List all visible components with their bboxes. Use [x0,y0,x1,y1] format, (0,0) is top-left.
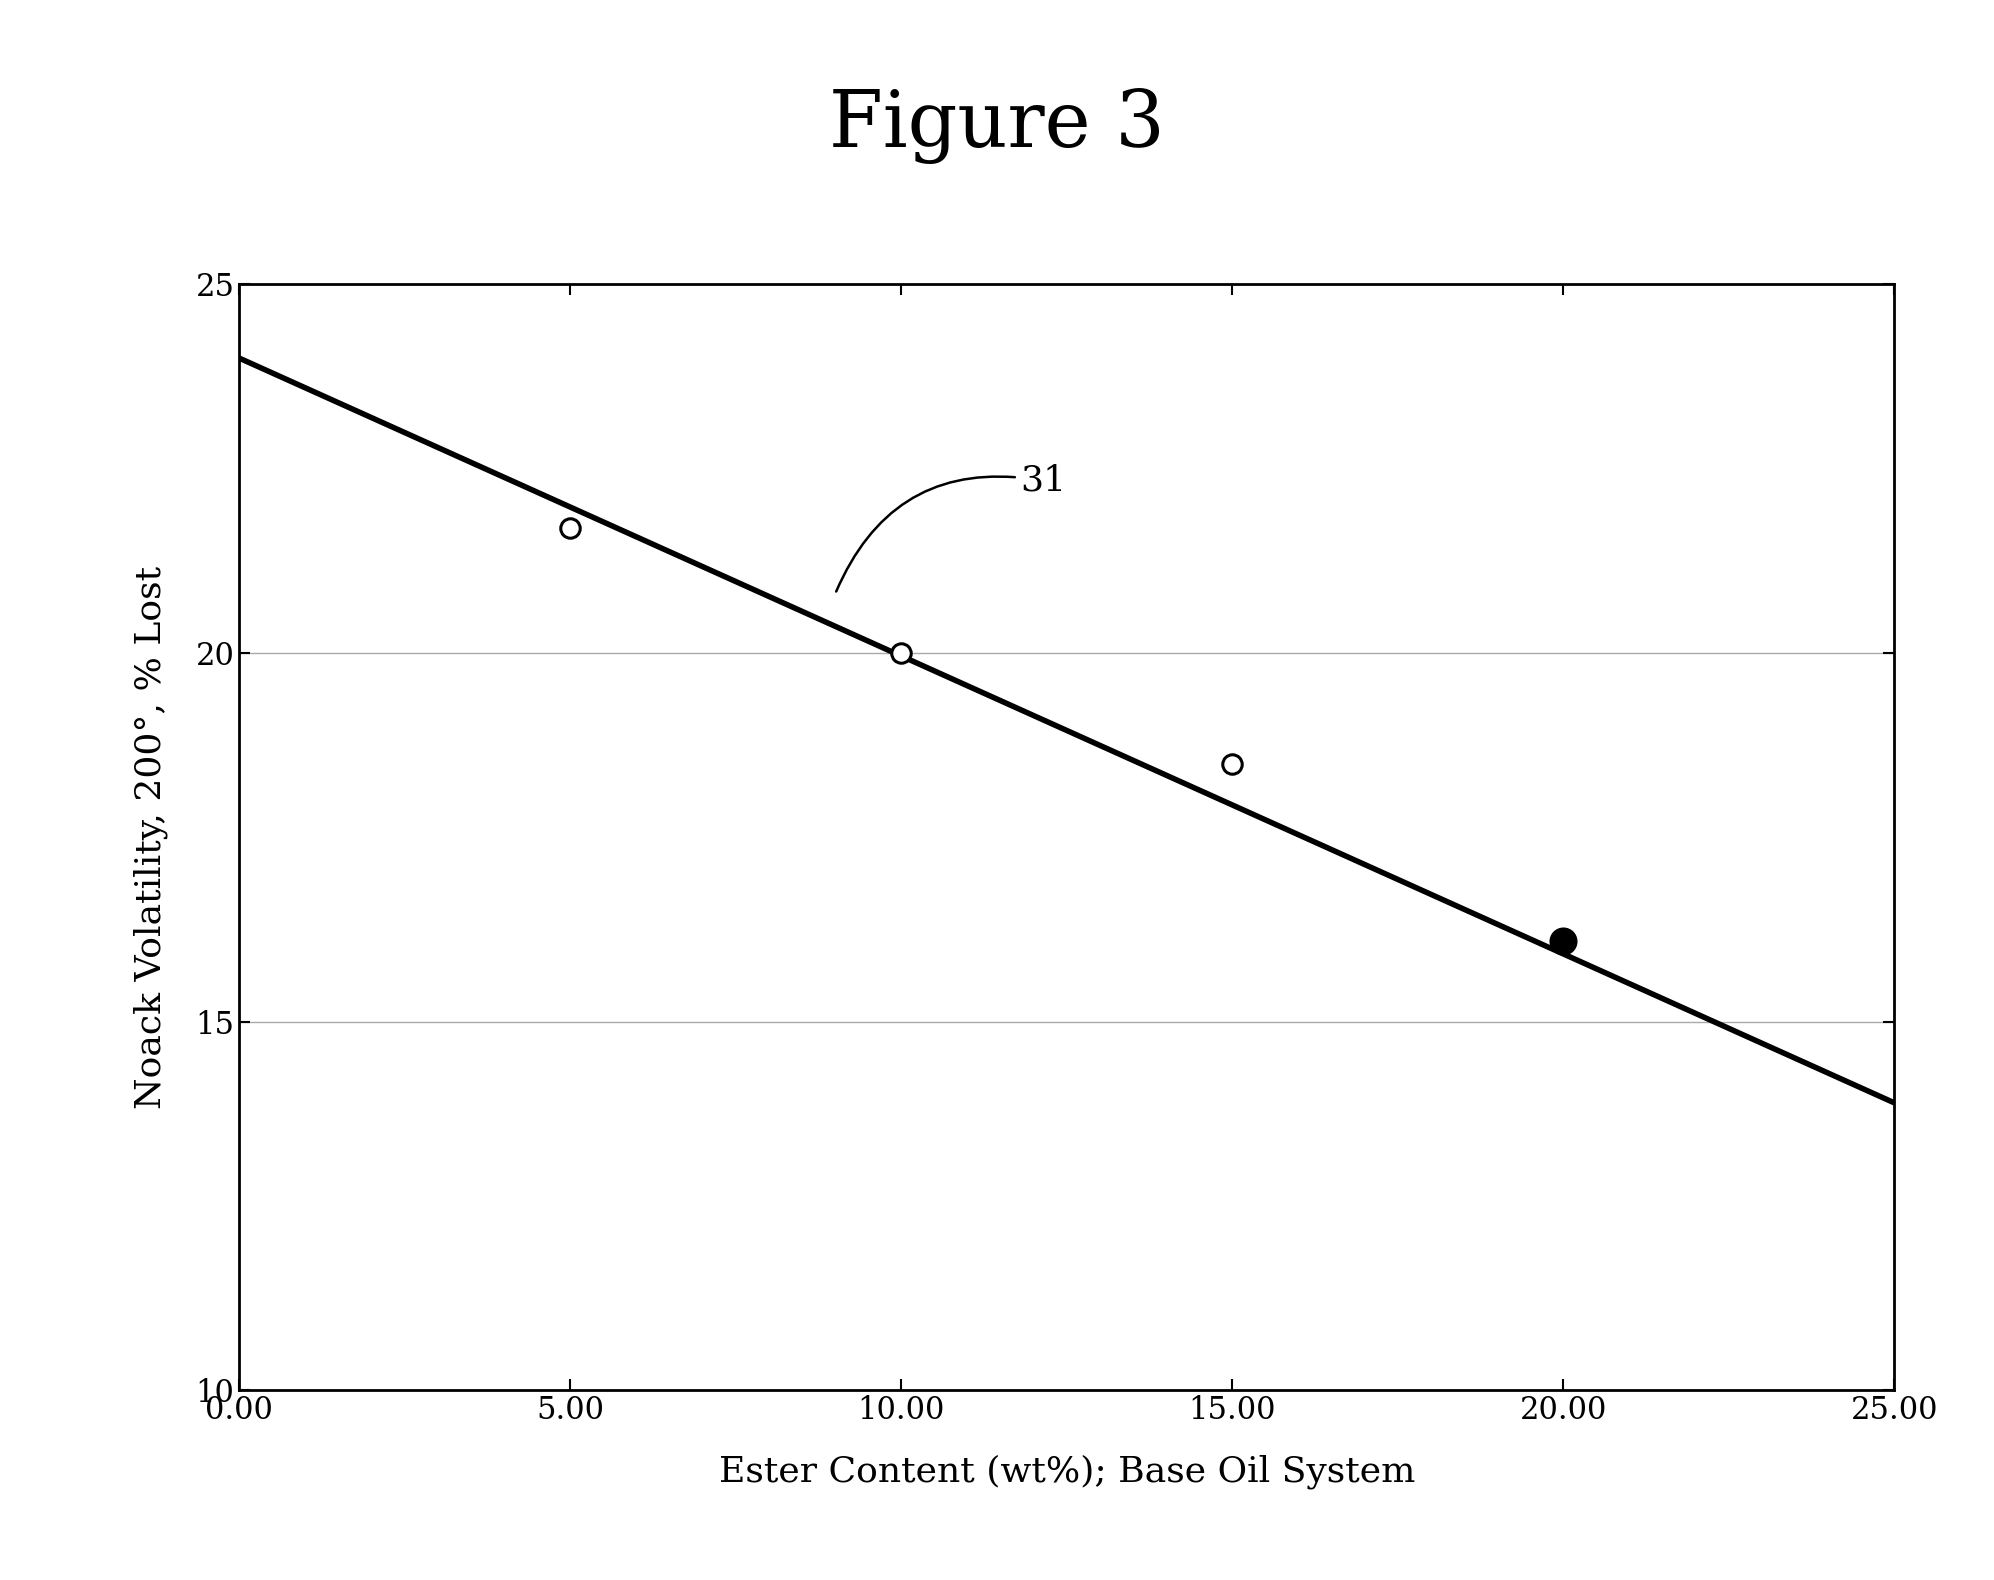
X-axis label: Ester Content (wt%); Base Oil System: Ester Content (wt%); Base Oil System [718,1454,1416,1488]
Y-axis label: Noack Volatility, 200°, % Lost: Noack Volatility, 200°, % Lost [134,566,167,1109]
Text: 31: 31 [835,465,1067,591]
Text: Figure 3: Figure 3 [830,88,1164,164]
